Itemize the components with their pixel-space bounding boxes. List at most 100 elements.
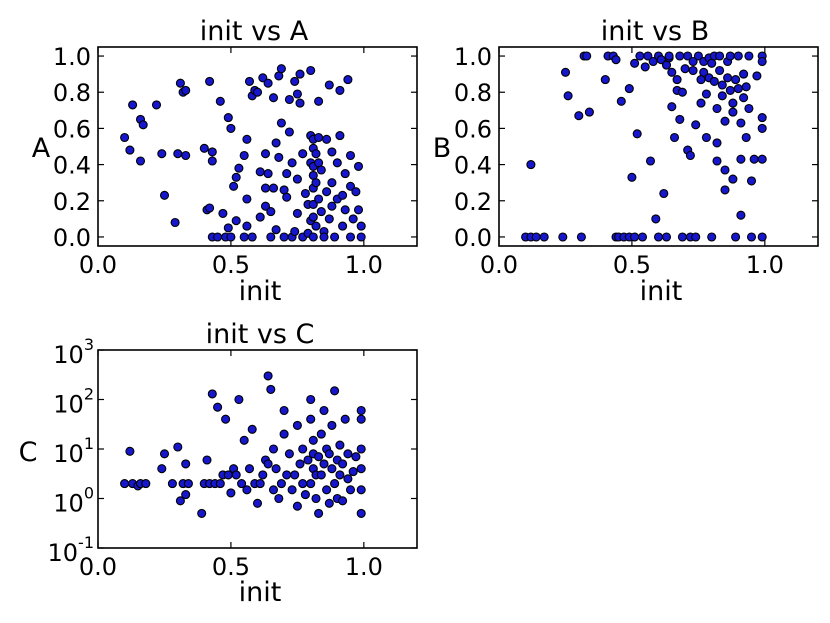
data-point — [255, 479, 265, 489]
data-point — [306, 394, 316, 405]
data-point — [223, 113, 233, 123]
data-point — [327, 178, 337, 188]
data-point — [207, 389, 217, 399]
data-point — [181, 459, 191, 469]
data-point — [707, 232, 717, 242]
data-point — [263, 459, 273, 469]
data-point — [356, 232, 366, 242]
y-tick-base: 10 — [53, 341, 84, 369]
data-point — [345, 150, 356, 161]
data-point — [266, 207, 276, 217]
data-point — [274, 152, 284, 162]
data-point — [135, 156, 146, 166]
data-point — [340, 414, 350, 424]
data-point — [683, 51, 693, 61]
data-point — [720, 185, 730, 195]
y-tick-base: 10 — [48, 539, 79, 567]
subplot-title: init vs C — [206, 319, 315, 350]
y-tick-label: 0.8 — [53, 79, 91, 107]
data-point — [237, 479, 247, 489]
y-tick-label: 103 — [53, 335, 94, 369]
y-tick-label: 0.2 — [454, 188, 492, 216]
x-axis-label: init — [239, 276, 282, 307]
y-tick-label: 0.4 — [53, 152, 91, 180]
data-point — [675, 51, 685, 61]
data-point — [263, 371, 273, 381]
data-point — [712, 103, 722, 114]
data-point — [300, 188, 310, 199]
data-point — [693, 51, 703, 61]
data-point — [128, 100, 138, 110]
data-point — [728, 98, 738, 108]
data-point — [181, 85, 191, 95]
data-point — [306, 414, 316, 424]
data-point — [340, 169, 350, 179]
data-point — [353, 205, 364, 215]
data-point — [739, 69, 749, 79]
data-point — [720, 116, 730, 126]
y-tick-label: 101 — [53, 434, 94, 468]
data-point — [311, 149, 321, 159]
data-point — [712, 138, 722, 148]
data-point — [314, 96, 324, 106]
data-point — [741, 82, 751, 92]
data-point — [306, 479, 316, 489]
data-point — [715, 51, 725, 61]
data-point — [757, 154, 767, 164]
data-point — [295, 69, 305, 79]
data-point — [279, 429, 289, 439]
data-point — [197, 508, 207, 518]
x-tick-label: 0.5 — [613, 251, 651, 279]
data-point — [746, 232, 757, 242]
data-point — [260, 201, 271, 211]
data-point — [239, 232, 249, 242]
y-tick-base: 10 — [53, 391, 84, 419]
y-tick-label: 1.0 — [53, 43, 91, 71]
data-point — [319, 232, 329, 242]
subplot-init-vs-b: init vs B B init 0.0 0.5 1.0 0.0 0.2 0.4 0.6 0.… — [433, 16, 819, 307]
data-point — [353, 161, 364, 171]
data-point — [247, 232, 257, 242]
data-point — [653, 232, 664, 242]
data-point — [205, 76, 215, 86]
data-point — [345, 232, 356, 242]
data-point — [351, 452, 361, 462]
data-point — [231, 470, 241, 480]
x-tick-label: 1.0 — [746, 251, 784, 279]
data-point — [276, 479, 286, 489]
data-point — [319, 459, 329, 469]
data-point — [733, 51, 743, 61]
data-point — [226, 123, 236, 133]
subplot-init-vs-a: init vs A A init 0.0 0.5 1.0 0.0 0.2 0.4 0.6 0.… — [32, 16, 418, 307]
data-point — [276, 64, 286, 74]
data-point — [218, 208, 228, 218]
data-point — [351, 187, 361, 197]
data-point — [725, 51, 735, 61]
data-point — [725, 85, 735, 95]
data-point — [242, 194, 252, 204]
data-point — [252, 87, 263, 97]
data-point — [327, 420, 337, 430]
subplot-title: init vs B — [601, 16, 709, 47]
y-axis-label: A — [32, 133, 51, 164]
data-point — [667, 102, 677, 112]
data-point — [667, 67, 677, 77]
data-point — [643, 51, 653, 61]
data-point — [749, 154, 759, 164]
data-point — [282, 169, 292, 179]
data-point — [242, 221, 252, 231]
data-point — [308, 212, 318, 222]
data-point — [181, 490, 191, 500]
data-point — [239, 150, 249, 161]
data-point — [330, 479, 340, 489]
data-point — [736, 118, 746, 128]
data-point — [630, 232, 640, 242]
data-point — [345, 485, 356, 495]
data-point — [348, 467, 358, 477]
data-point — [266, 384, 276, 394]
data-point — [356, 464, 366, 474]
data-point — [661, 232, 672, 242]
data-point — [739, 93, 749, 103]
data-point — [324, 214, 334, 224]
